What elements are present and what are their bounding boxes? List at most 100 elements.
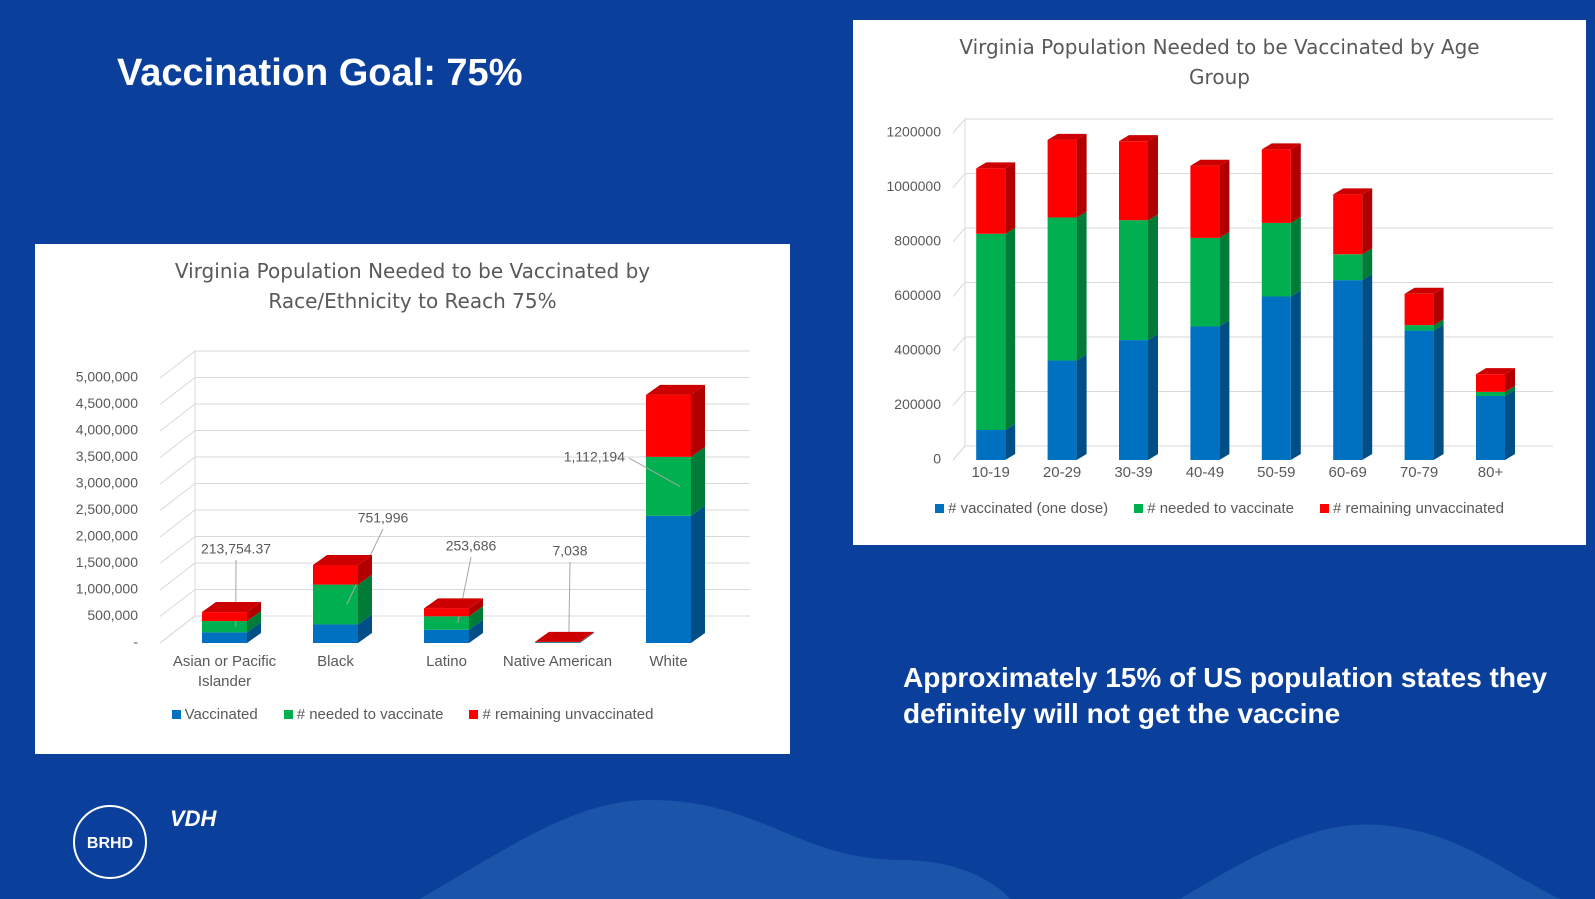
- bar-top: [976, 162, 1016, 169]
- bar-side: [358, 614, 372, 643]
- x-tick-label: 80+: [1477, 464, 1504, 481]
- bar: [313, 564, 358, 585]
- y-tick-label: 1000000: [886, 178, 941, 194]
- bar-top: [1119, 135, 1158, 142]
- bar: [1404, 325, 1434, 331]
- legend-swatch: [283, 710, 293, 719]
- data-label: 213,754.37: [201, 541, 271, 557]
- bar-side: [1362, 188, 1373, 255]
- legend-label: # vaccinated (one dose): [948, 500, 1109, 517]
- bar: [976, 430, 1006, 460]
- bar-top: [1333, 188, 1373, 195]
- bar: [646, 456, 691, 516]
- bar-side: [1076, 354, 1087, 460]
- legend-item: # needed to vaccinate: [1134, 500, 1294, 517]
- legend-swatch: [171, 710, 181, 719]
- x-tick-label: 30-39: [1114, 464, 1153, 481]
- bar: [424, 608, 469, 617]
- bar-side: [247, 622, 261, 643]
- bar: [1261, 222, 1291, 297]
- bar-side: [691, 505, 705, 643]
- bar-side: [1290, 216, 1301, 297]
- x-tick-label: Asian or Pacific Islander: [172, 653, 277, 690]
- y-tick-label: 1200000: [886, 124, 941, 140]
- bar-side: [358, 574, 372, 625]
- legend-label: # needed to vaccinate: [1147, 500, 1294, 517]
- bar: [1119, 340, 1148, 460]
- x-tick-label: Native American: [502, 653, 613, 670]
- bar-side: [1290, 143, 1301, 223]
- bar-top: [1047, 133, 1087, 140]
- chart-title: Virginia Population Needed to be Vaccina…: [174, 259, 651, 313]
- bar-side: [580, 631, 594, 643]
- x-tick-label: Black: [317, 653, 354, 670]
- bar-side: [1005, 227, 1016, 431]
- y-tick-label: 500,000: [87, 607, 138, 623]
- race-chart: - 500,000 1,000,000 1,500,000 2,000,000 2,500…: [35, 244, 790, 754]
- y-tick-label: 4,500,000: [76, 395, 138, 411]
- grid-depth: [159, 536, 196, 564]
- leader-line: [568, 561, 571, 643]
- bar: [976, 233, 1006, 431]
- grid-depth: [159, 456, 196, 485]
- y-tick-label: 5,000,000: [76, 369, 138, 385]
- bar-side: [1433, 324, 1444, 460]
- y-tick-label: 1,000,000: [76, 581, 138, 597]
- bar: [202, 612, 247, 622]
- legend-item: # needed to vaccinate: [283, 706, 443, 723]
- bar: [1190, 326, 1220, 460]
- brhd-logo: [73, 805, 147, 879]
- bar-side: [1505, 389, 1515, 460]
- data-label: 253,686: [446, 538, 497, 554]
- grid-depth: [159, 562, 196, 591]
- legend: Vaccinated # needed to vaccinate # remaini…: [35, 706, 790, 723]
- y-tick-label: 3,500,000: [76, 448, 138, 464]
- bar-top: [535, 631, 594, 642]
- bar-side: [358, 554, 372, 585]
- grid-depth: [159, 509, 196, 538]
- bar-side: [1219, 231, 1230, 327]
- y-tick-label: 4,000,000: [76, 422, 138, 438]
- grid-depth: [952, 118, 966, 134]
- slide-title: Vaccination Goal: 75%: [117, 52, 523, 94]
- bar-side: [1433, 287, 1444, 326]
- grid-depth: [159, 615, 196, 644]
- legend-item: # vaccinated (one dose): [935, 500, 1108, 517]
- y-tick-label: 600000: [894, 287, 941, 303]
- plot: 0 200000 400000 600000 800000 1000000 1200000: [886, 118, 1553, 467]
- bar: [1190, 165, 1220, 238]
- bar-top: [1476, 368, 1515, 375]
- leader-line: [628, 457, 680, 487]
- bar-side: [1076, 133, 1087, 218]
- bar-side: [1505, 385, 1515, 396]
- grid-depth: [952, 336, 966, 352]
- grid-depth: [159, 377, 196, 405]
- bar: [1190, 237, 1220, 327]
- bar-side: [1076, 211, 1087, 361]
- bar: [424, 616, 469, 630]
- note: Approximately 15% of US population state…: [903, 662, 1548, 729]
- x-tick-label: 40-49: [1185, 464, 1225, 481]
- bar: [313, 584, 358, 625]
- bar-side: [1219, 159, 1230, 238]
- bar: [1261, 296, 1291, 460]
- legend-item: # remaining unvaccinated: [1319, 500, 1504, 517]
- y-tick-label: 800000: [894, 233, 941, 249]
- y-tick-label: 2,000,000: [76, 528, 138, 544]
- bar-side: [1219, 320, 1230, 460]
- bar-side: [691, 384, 705, 457]
- x-tick-label: 10-19: [971, 464, 1010, 481]
- grid-depth: [159, 403, 196, 432]
- bar: [313, 624, 358, 643]
- bar-side: [580, 632, 594, 643]
- legend: # vaccinated (one dose) # needed to vacci…: [853, 500, 1586, 517]
- grid-depth: [952, 391, 966, 406]
- legend-label: # remaining unvaccinated: [482, 706, 654, 723]
- bar-side: [469, 598, 483, 617]
- bar: [1476, 391, 1505, 396]
- bar-top: [1190, 159, 1230, 166]
- bar: [1333, 280, 1363, 460]
- bar-side: [469, 619, 483, 643]
- legend-swatch: [1134, 504, 1144, 513]
- bar-side: [1148, 214, 1158, 341]
